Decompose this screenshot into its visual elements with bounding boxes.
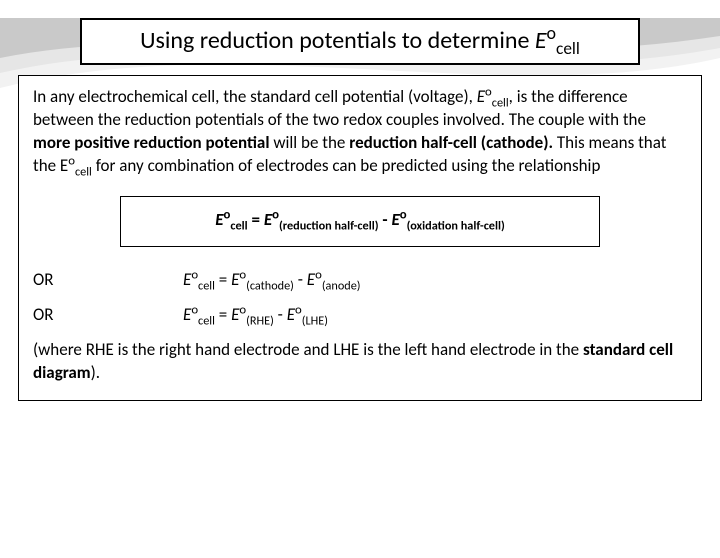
title-E-sup: o: [547, 22, 557, 44]
f1-eq: =: [248, 209, 264, 230]
f1-lsub: cell: [230, 218, 247, 233]
formula-main-box: Eocell = Eo(reduction half-cell) - Eo(ox…: [120, 196, 600, 247]
p-b2: reduction half-cell (cathode).: [349, 132, 553, 153]
f1-b: E: [391, 209, 399, 230]
p-t4sub: cell: [75, 164, 92, 179]
or1-b: E: [307, 269, 315, 290]
p-t5: for any combination of electrodes can be…: [92, 155, 601, 176]
or2-formula: Eocell = Eo(RHE) - Eo(LHE): [183, 304, 328, 327]
p-t3: will be the: [270, 132, 350, 153]
f1-minus: -: [379, 209, 392, 230]
f1-asub: (reduction half-cell): [279, 218, 379, 233]
or2-asub: (RHE): [246, 313, 274, 328]
p-e1: E: [477, 86, 485, 107]
or-row-2: OR Eocell = Eo(RHE) - Eo(LHE): [33, 304, 687, 327]
or-row-1: OR Eocell = Eo(cathode) - Eo(anode): [33, 269, 687, 292]
title-box: Using reduction potentials to determine …: [80, 18, 640, 65]
title-E-sub: cell: [556, 38, 580, 59]
or1-lsub: cell: [198, 278, 215, 293]
closing-paragraph: (where RHE is the right hand electrode a…: [33, 339, 687, 385]
intro-paragraph: In any electrochemical cell, the standar…: [33, 86, 687, 178]
or1-minus: -: [294, 269, 307, 290]
p-t1: In any electrochemical cell, the standar…: [33, 86, 477, 107]
or1-eq: =: [215, 269, 231, 290]
or1-bsub: (anode): [322, 278, 361, 293]
or2-label: OR: [33, 304, 183, 327]
or2-eq: =: [215, 304, 231, 325]
f1-bsup: o: [400, 207, 407, 222]
content-box: In any electrochemical cell, the standar…: [18, 75, 702, 401]
f1-a: E: [264, 209, 272, 230]
page-title: Using reduction potentials to determine …: [140, 26, 580, 55]
p-t4sup: o: [68, 153, 75, 168]
or2-b: E: [287, 304, 295, 325]
or1-formula: Eocell = Eo(cathode) - Eo(anode): [183, 269, 361, 292]
f1-asup: o: [272, 207, 279, 222]
f1-bsub: (oxidation half-cell): [407, 218, 505, 233]
p-e1sup: o: [485, 84, 492, 99]
title-prefix: Using reduction potentials to determine: [140, 26, 535, 55]
or1-label: OR: [33, 269, 183, 292]
p-b1: more positive reduction potential: [33, 132, 270, 153]
c-t2: ).: [91, 362, 100, 383]
or2-bsub: (LHE): [302, 313, 328, 328]
c-t1: (where RHE is the right hand electrode a…: [33, 339, 583, 360]
or1-bsup: o: [315, 267, 322, 282]
f1-l: E: [215, 209, 223, 230]
title-E: E: [535, 26, 547, 55]
or2-bsup: o: [295, 302, 302, 317]
or2-lsub: cell: [198, 313, 215, 328]
or1-asub: (cathode): [246, 278, 294, 293]
or2-minus: -: [274, 304, 287, 325]
